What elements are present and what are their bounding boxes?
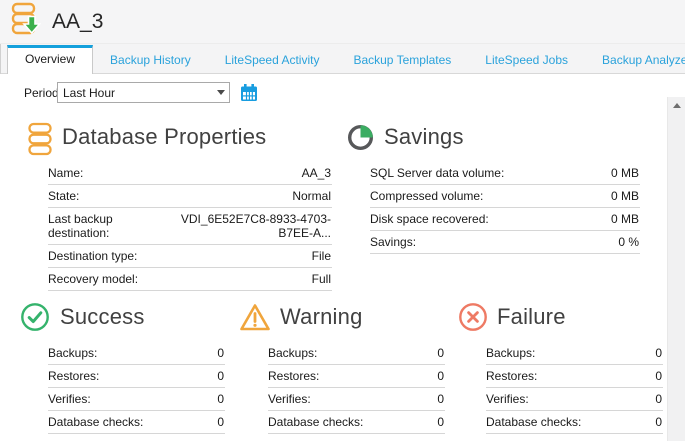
table-row: Recovery model: Full	[48, 268, 332, 291]
up-arrow-icon	[672, 103, 681, 108]
row-value: 0	[217, 346, 224, 360]
success-table: Backups: 0 Restores: 0 Verifies: 0 Datab…	[48, 342, 225, 434]
success-title: Success	[60, 304, 145, 329]
row-value: VDI_6E52E7C8-8933-4703-B7EE-A...	[180, 212, 331, 240]
page-title: AA_3	[52, 9, 104, 33]
window-header: AA_3	[0, 0, 685, 44]
row-value: 0	[655, 346, 662, 360]
vertical-scrollbar[interactable]	[667, 97, 685, 441]
row-value: 0	[437, 346, 444, 360]
overview-panel: Period: Last Hour Database Properties Na…	[0, 74, 685, 441]
tab-litespeed-jobs[interactable]: LiteSpeed Jobs	[485, 53, 569, 67]
failure-table: Backups: 0 Restores: 0 Verifies: 0 Datab…	[486, 342, 663, 434]
row-label: Name:	[48, 166, 84, 180]
table-row: State: Normal	[48, 185, 332, 208]
database-down-arrow-icon	[10, 1, 44, 42]
warning-table: Backups: 0 Restores: 0 Verifies: 0 Datab…	[268, 342, 445, 434]
scrollbar-up-button[interactable]	[668, 97, 685, 114]
database-properties-icon	[28, 122, 52, 161]
row-value: 0 MB	[610, 189, 639, 203]
row-label: Disk space recovered:	[370, 212, 489, 226]
table-row: Restores: 0	[268, 365, 445, 388]
table-row: Destination type: File	[48, 245, 332, 268]
row-value: 0	[655, 369, 662, 383]
row-label: Verifies:	[268, 392, 311, 406]
row-label: Compressed volume:	[370, 189, 484, 203]
row-value: 0	[217, 369, 224, 383]
row-label: Destination type:	[48, 249, 138, 263]
tab-litespeed-activity[interactable]: LiteSpeed Activity	[224, 53, 320, 67]
database-properties-table: Name: AA_3 State: Normal Last backup des…	[48, 162, 332, 291]
row-value: File	[311, 249, 331, 263]
chevron-down-icon[interactable]	[212, 83, 229, 102]
table-row: Compressed volume: 0 MB	[370, 185, 640, 208]
savings-table: SQL Server data volume: 0 MB Compressed …	[370, 162, 640, 254]
row-value: 0	[217, 392, 224, 406]
row-label: Database checks:	[48, 415, 144, 429]
table-row: Restores: 0	[48, 365, 225, 388]
row-label: Recovery model:	[48, 272, 139, 286]
calendar-icon[interactable]	[239, 83, 259, 108]
table-row: Restores: 0	[486, 365, 663, 388]
table-row: Database checks: 0	[268, 411, 445, 434]
table-row: Database checks: 0	[486, 411, 663, 434]
period-select[interactable]: Last Hour	[57, 82, 230, 103]
tab-backup-analyzer[interactable]: Backup Analyzer	[602, 53, 685, 67]
row-label: Last backup destination:	[48, 212, 113, 240]
row-label: Backups:	[486, 346, 536, 360]
warning-title: Warning	[280, 304, 363, 329]
savings-pie-icon	[347, 124, 374, 156]
row-value: 0	[217, 415, 224, 429]
row-label: SQL Server data volume:	[370, 166, 505, 180]
table-row: Backups: 0	[486, 342, 663, 365]
table-row: Last backup destination: VDI_6E52E7C8-89…	[48, 208, 332, 245]
row-value: AA_3	[301, 166, 331, 180]
row-label: Verifies:	[486, 392, 529, 406]
table-row: Savings: 0 %	[370, 231, 640, 254]
row-label: Restores:	[486, 369, 538, 383]
table-row: Name: AA_3	[48, 162, 332, 185]
table-row: Backups: 0	[268, 342, 445, 365]
row-value: 0 MB	[610, 212, 639, 226]
row-label: Restores:	[268, 369, 320, 383]
database-properties-title: Database Properties	[62, 124, 267, 149]
row-label: Savings:	[370, 235, 417, 249]
row-label: Backups:	[48, 346, 98, 360]
row-value: 0 MB	[610, 166, 639, 180]
failure-title: Failure	[497, 304, 566, 329]
row-label: Verifies:	[48, 392, 91, 406]
tab-backup-history[interactable]: Backup History	[110, 53, 191, 67]
success-check-icon	[20, 302, 50, 337]
table-row: Verifies: 0	[486, 388, 663, 411]
row-label: Backups:	[268, 346, 318, 360]
table-row: Database checks: 0	[48, 411, 225, 434]
row-label: Restores:	[48, 369, 100, 383]
row-value: 0	[437, 415, 444, 429]
row-label: Database checks:	[486, 415, 582, 429]
row-label: Database checks:	[268, 415, 364, 429]
row-value: Full	[311, 272, 331, 286]
savings-title: Savings	[384, 124, 464, 149]
period-select-value: Last Hour	[63, 85, 116, 100]
warning-triangle-icon	[239, 303, 271, 337]
row-value: 0 %	[618, 235, 639, 249]
table-row: Backups: 0	[48, 342, 225, 365]
period-label: Period:	[24, 86, 63, 100]
failure-x-icon	[458, 302, 488, 337]
table-row: SQL Server data volume: 0 MB	[370, 162, 640, 185]
row-value: Normal	[292, 189, 331, 203]
row-value: 0	[655, 415, 662, 429]
table-row: Disk space recovered: 0 MB	[370, 208, 640, 231]
table-row: Verifies: 0	[48, 388, 225, 411]
tab-strip: Overview Backup History LiteSpeed Activi…	[0, 44, 685, 74]
row-value: 0	[437, 392, 444, 406]
row-label: State:	[48, 189, 80, 203]
tab-overview[interactable]: Overview	[7, 45, 94, 74]
row-value: 0	[437, 369, 444, 383]
row-value: 0	[655, 392, 662, 406]
table-row: Verifies: 0	[268, 388, 445, 411]
tab-backup-templates[interactable]: Backup Templates	[353, 53, 452, 67]
